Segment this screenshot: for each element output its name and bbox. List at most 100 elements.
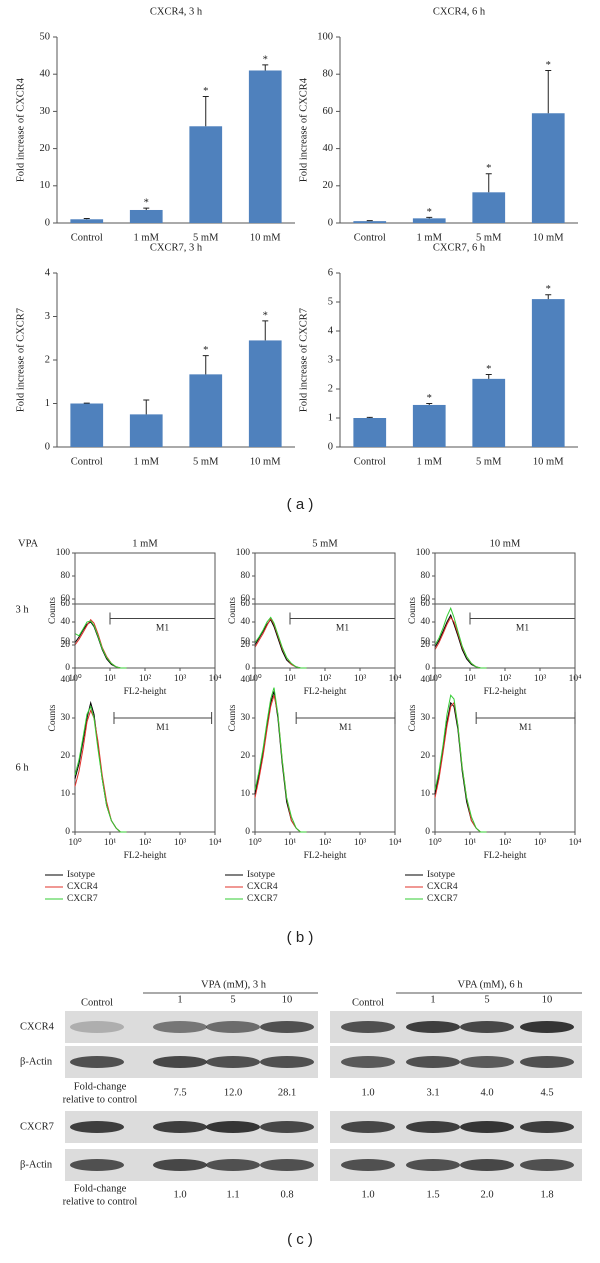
y-tick-label: 0 [45,217,50,228]
y-tick-label: 40 [323,143,334,154]
y-tick-label: 30 [421,713,431,723]
y-tick-label: 80 [61,571,71,581]
legend-label: CXCR7 [247,894,278,904]
histogram-line [254,687,307,833]
x-tick-label: 5 mM [193,232,219,243]
legend-label: CXCR7 [67,894,98,904]
y-tick-label: 50 [241,637,251,647]
x-tick-label: Control [71,456,103,467]
x-tick-label: 10² [499,674,512,684]
fold-value: 12.0 [224,1087,242,1098]
legend-label: CXCR7 [427,894,458,904]
lane-label: 10 [542,994,553,1005]
histogram-line [74,620,127,669]
blot-band [70,1056,124,1068]
gate-marker [113,712,213,724]
lane-label: 5 [484,994,489,1005]
y-tick-label: 30 [40,106,51,117]
blot-band [460,1056,514,1068]
plot-frame [74,552,216,669]
significance-marker: * [427,393,432,404]
y-tick-label: 2 [45,354,50,365]
y-axis-label: Counts [48,704,58,731]
x-tick-label: 10² [139,838,152,848]
significance-marker: * [486,364,491,375]
y-tick-label: 6 [328,267,333,278]
significance-marker: * [263,310,268,321]
x-tick-label: 10³ [174,674,187,684]
gate-marker [295,712,396,724]
y-axis-label: Fold increase of CXCR4 [298,77,309,182]
blot-band [153,1121,207,1133]
chart-title: CXCR4, 3 h [150,6,203,17]
y-axis-label: Fold increase of CXCR7 [298,308,309,412]
x-tick-label: 10¹ [284,674,297,684]
fold-value: 0.8 [280,1189,293,1200]
blot-band [260,1159,314,1171]
bar [531,299,565,447]
error-bar [143,207,150,210]
y-tick-label: 3 [328,354,333,365]
blot-band [341,1121,395,1133]
y-tick-label: 40 [241,675,251,685]
bar [70,403,104,447]
error-bar [485,374,492,379]
y-tick-label: 0 [328,217,333,228]
y-tick-label: 10 [40,180,51,191]
blot-band [460,1021,514,1033]
y-tick-label: 0 [45,441,50,452]
y-tick-label: 40 [421,617,431,627]
x-tick-label: 10⁴ [569,838,583,848]
significance-marker: * [546,284,551,295]
y-tick-label: 50 [421,637,431,647]
blot-row-label: β-Actin [20,1159,53,1170]
y-tick-label: 30 [61,713,71,723]
gate-marker [475,712,576,724]
x-tick-label: 10² [139,674,152,684]
y-tick-label: 0 [245,663,250,673]
chart-title: CXCR7, 6 h [433,242,486,253]
gate-label: M1 [516,624,529,634]
x-axis-label: FL2-height [124,687,167,697]
gate-label: M1 [156,624,169,634]
lane-label: 5 [230,994,235,1005]
significance-marker: * [203,345,208,356]
fold-value: 1.1 [226,1189,239,1200]
y-tick-label: 60 [61,594,71,604]
y-tick-label: 40 [40,69,51,80]
bar [412,218,446,223]
error-bar [545,69,552,114]
bar [129,414,163,447]
blot-band [341,1021,395,1033]
error-bar [426,216,433,219]
legend-label: CXCR4 [427,882,458,892]
x-tick-label: 10⁴ [389,838,403,848]
y-tick-label: 0 [65,663,70,673]
x-tick-label: 10³ [534,674,547,684]
blot-band [520,1159,574,1171]
blot-band [153,1159,207,1171]
fold-value: 4.0 [480,1087,493,1098]
y-tick-label: 0 [425,827,430,837]
lane-label: Control [352,997,384,1008]
lane-label: 1 [430,994,435,1005]
x-tick-label: 10¹ [464,838,477,848]
blot-row-label: CXCR4 [20,1021,55,1032]
panel-label: ( b ) [287,929,314,946]
fold-value: 1.0 [361,1189,374,1200]
lane-label: Control [81,997,113,1008]
y-tick-label: 60 [241,594,251,604]
y-tick-label: 60 [421,599,431,609]
x-tick-label: 1 mM [417,456,443,467]
error-bar [202,355,209,375]
y-tick-label: 20 [323,180,334,191]
lane-label: 10 [282,994,293,1005]
y-tick-label: 100 [236,548,251,558]
fold-label: Fold-change [74,1183,127,1194]
vpa-label: VPA [18,538,38,549]
y-axis-label: Counts [228,597,238,624]
blot-band [206,1121,260,1133]
bar [353,418,387,447]
histogram-line [434,701,487,833]
bar [189,374,223,447]
